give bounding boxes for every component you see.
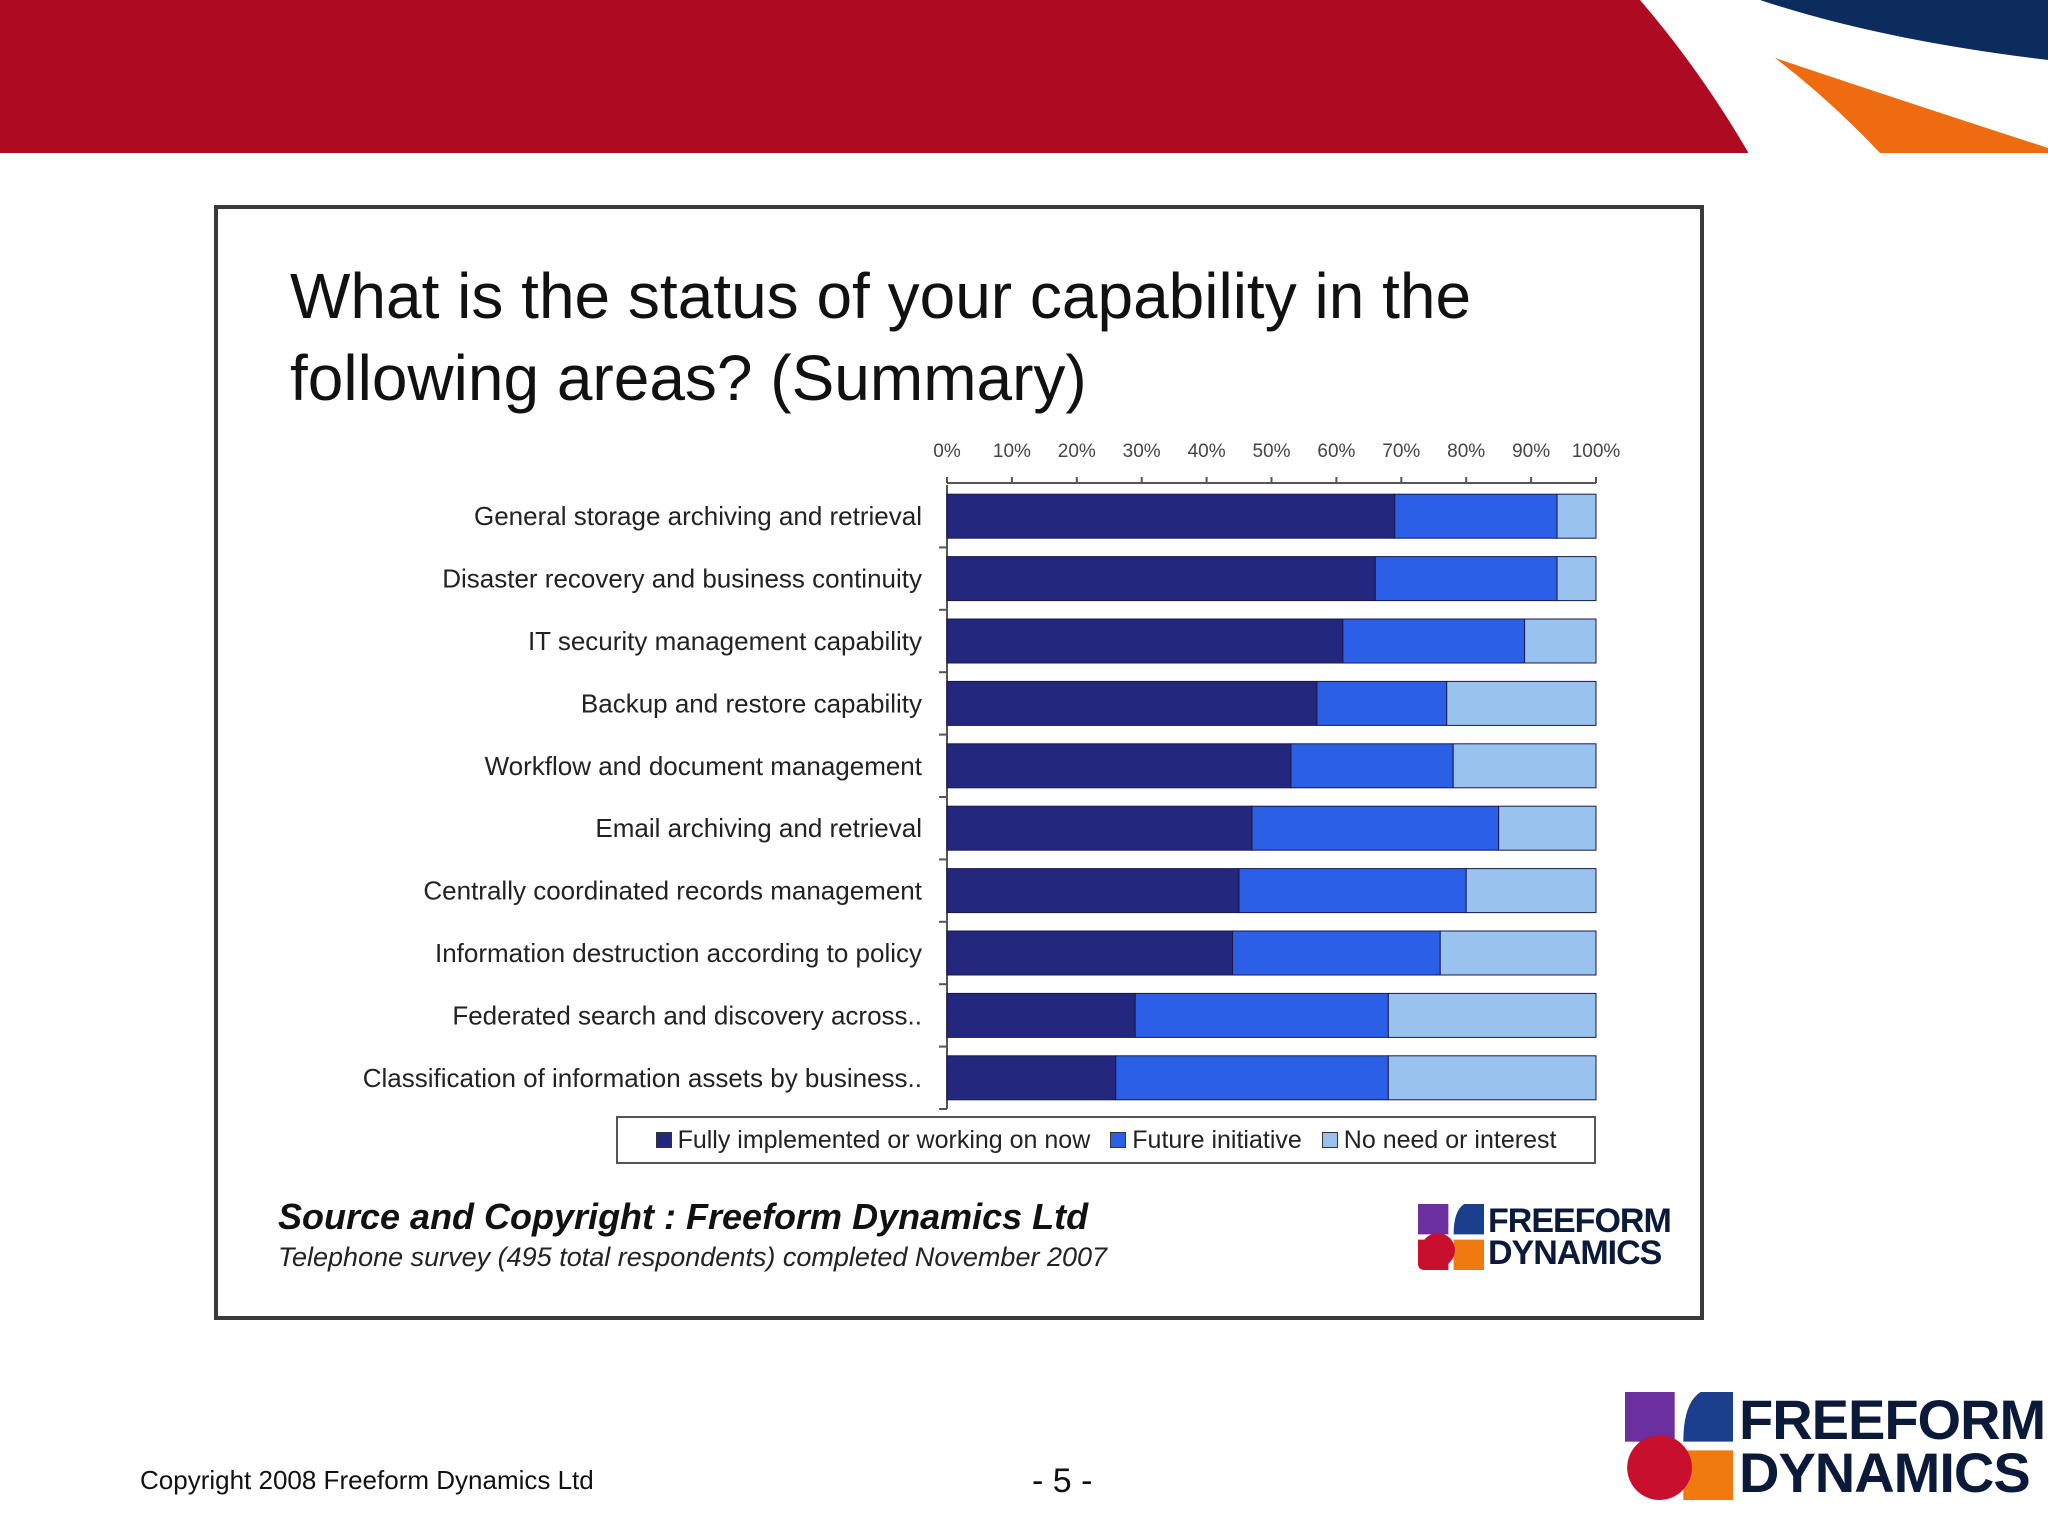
x-tick-label: 50% <box>1252 441 1290 462</box>
bar-segment <box>946 493 1396 539</box>
logo-mark-icon <box>1418 1204 1484 1270</box>
bar-segment <box>1342 618 1526 664</box>
category-label: Centrally coordinated records management <box>423 876 922 906</box>
source-subtitle: Telephone survey (495 total respondents)… <box>278 1242 1108 1272</box>
bar-segment <box>946 868 1240 914</box>
chart-legend: Fully implemented or working on now Futu… <box>616 1116 1596 1164</box>
x-tick-label: 70% <box>1382 441 1420 462</box>
category-label: Backup and restore capability <box>581 688 922 718</box>
header-banner <box>0 0 2048 153</box>
logo-line1: FREEFORM <box>1488 1201 1672 1240</box>
legend-label-fully: Fully implemented or working on now <box>677 1125 1091 1154</box>
x-tick-label: 10% <box>993 441 1031 462</box>
legend-item-future: Future initiative <box>1110 1126 1302 1155</box>
legend-swatch-future <box>1110 1132 1127 1148</box>
bar-segment <box>1387 1055 1597 1101</box>
freeform-logo: FREEFORM DYNAMICS <box>1625 1387 2046 1504</box>
legend-label-future: Future initiative <box>1132 1125 1302 1154</box>
bar-segment <box>1251 805 1500 851</box>
bar-segment <box>1115 1055 1389 1101</box>
banner-red-band <box>0 0 1748 153</box>
x-tick-label: 60% <box>1317 441 1355 462</box>
freeform-logo-small: FREEFORM DYNAMICS <box>1418 1201 1672 1272</box>
bar-segment <box>946 992 1136 1038</box>
bar-segment <box>1465 868 1597 914</box>
category-label: Workflow and document management <box>485 751 923 781</box>
category-label: Email archiving and retrieval <box>595 813 922 843</box>
legend-item-fully: Fully implemented or working on now <box>655 1125 1091 1155</box>
banner-orange-swoosh <box>1775 58 2048 153</box>
bar-segment <box>1238 868 1467 914</box>
category-label: Information destruction according to pol… <box>435 938 922 968</box>
bar-segment <box>1290 743 1454 789</box>
legend-swatch-fully <box>655 1132 672 1148</box>
bar-segment <box>1394 493 1558 539</box>
logo-line1: FREEFORM <box>1739 1387 2046 1451</box>
page-number: - 5 - <box>1032 1462 1093 1500</box>
x-tick-label: 0% <box>933 441 961 462</box>
bar-segment <box>1387 992 1597 1038</box>
bar-segment <box>1439 930 1597 976</box>
bar-segment <box>1232 930 1441 976</box>
bar-segment <box>1556 493 1597 539</box>
category-label: Classification of information assets by … <box>363 1063 922 1093</box>
category-label: General storage archiving and retrieval <box>474 501 922 531</box>
bar-segment <box>1134 992 1389 1038</box>
chart-title: What is the status of your capability in… <box>290 260 1472 414</box>
bar-segment <box>946 805 1253 851</box>
bar-segment <box>946 743 1292 789</box>
logo-line2: DYNAMICS <box>1739 1441 2031 1504</box>
source-title: Source and Copyright : Freeform Dynamics… <box>278 1196 1089 1237</box>
x-tick-label: 90% <box>1512 441 1550 462</box>
bar-segment <box>1498 805 1597 851</box>
x-tick-label: 20% <box>1058 441 1096 462</box>
legend-item-noneed: No need or interest <box>1321 1125 1557 1155</box>
bar-segment <box>1452 743 1597 789</box>
bar-segment <box>1316 680 1448 726</box>
x-tick-label: 100% <box>1572 441 1621 462</box>
legend-swatch-noneed <box>1321 1132 1338 1148</box>
category-label: Disaster recovery and business continuit… <box>442 564 922 594</box>
x-tick-label: 30% <box>1123 441 1161 462</box>
bar-segment <box>946 556 1376 602</box>
bar-segment <box>1556 556 1597 602</box>
bar-segment <box>946 618 1344 664</box>
category-label: IT security management capability <box>528 626 922 656</box>
bar-segment <box>946 1055 1117 1101</box>
bar-segment <box>946 930 1234 976</box>
banner-navy-swoosh <box>1710 0 2048 60</box>
footer-copyright: Copyright 2008 Freeform Dynamics Ltd <box>140 1465 594 1495</box>
bar-segment <box>946 680 1318 726</box>
bar-segment <box>1446 680 1597 726</box>
logo-mark-icon <box>1625 1392 1733 1500</box>
logo-line2: DYNAMICS <box>1488 1234 1662 1272</box>
bar-segment <box>1374 556 1558 602</box>
bar-segment <box>1524 618 1597 664</box>
x-tick-label: 40% <box>1188 441 1226 462</box>
category-label: Federated search and discovery across.. <box>452 1000 922 1030</box>
x-tick-label: 80% <box>1447 441 1485 462</box>
legend-label-noneed: No need or interest <box>1343 1125 1557 1154</box>
